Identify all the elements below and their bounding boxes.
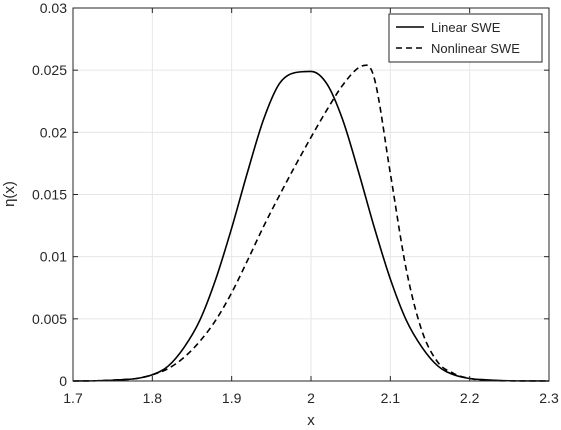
y-tick-label: 0.015 bbox=[32, 187, 67, 203]
y-tick-label: 0.03 bbox=[40, 0, 67, 16]
series-line-nonlinear-swe bbox=[72, 64, 550, 382]
ticks bbox=[72, 7, 550, 382]
legend: Linear SWE Nonlinear SWE bbox=[388, 13, 543, 63]
x-tick-label: 1.8 bbox=[143, 390, 163, 406]
y-tick-label: 0 bbox=[59, 373, 67, 389]
y-axis-label: η(x) bbox=[1, 181, 18, 207]
x-tick-label: 2.2 bbox=[460, 390, 480, 406]
series-line-linear-swe bbox=[72, 70, 550, 382]
x-tick-label: 2.3 bbox=[539, 390, 559, 406]
y-tick-label: 0.005 bbox=[32, 311, 67, 327]
x-tick-label: 2.1 bbox=[381, 390, 401, 406]
grid bbox=[73, 8, 549, 381]
x-tick-label: 1.9 bbox=[222, 390, 242, 406]
legend-label-nonlinear-swe: Nonlinear SWE bbox=[431, 41, 520, 56]
tick-labels: 1.7 1.8 1.9 2 2.1 2.2 2.3 0 0.005 0.01 0.015 0.02 0.… bbox=[32, 0, 559, 406]
y-tick-label: 0.025 bbox=[32, 62, 67, 78]
y-tick-label: 0.01 bbox=[40, 249, 67, 265]
y-tick-label: 0.02 bbox=[40, 124, 67, 140]
legend-label-linear-swe: Linear SWE bbox=[431, 20, 501, 35]
series-layer bbox=[72, 64, 550, 382]
x-tick-label: 2 bbox=[307, 390, 315, 406]
x-tick-label: 1.7 bbox=[63, 390, 83, 406]
legend-box bbox=[388, 13, 543, 63]
x-axis-label: x bbox=[307, 412, 315, 429]
